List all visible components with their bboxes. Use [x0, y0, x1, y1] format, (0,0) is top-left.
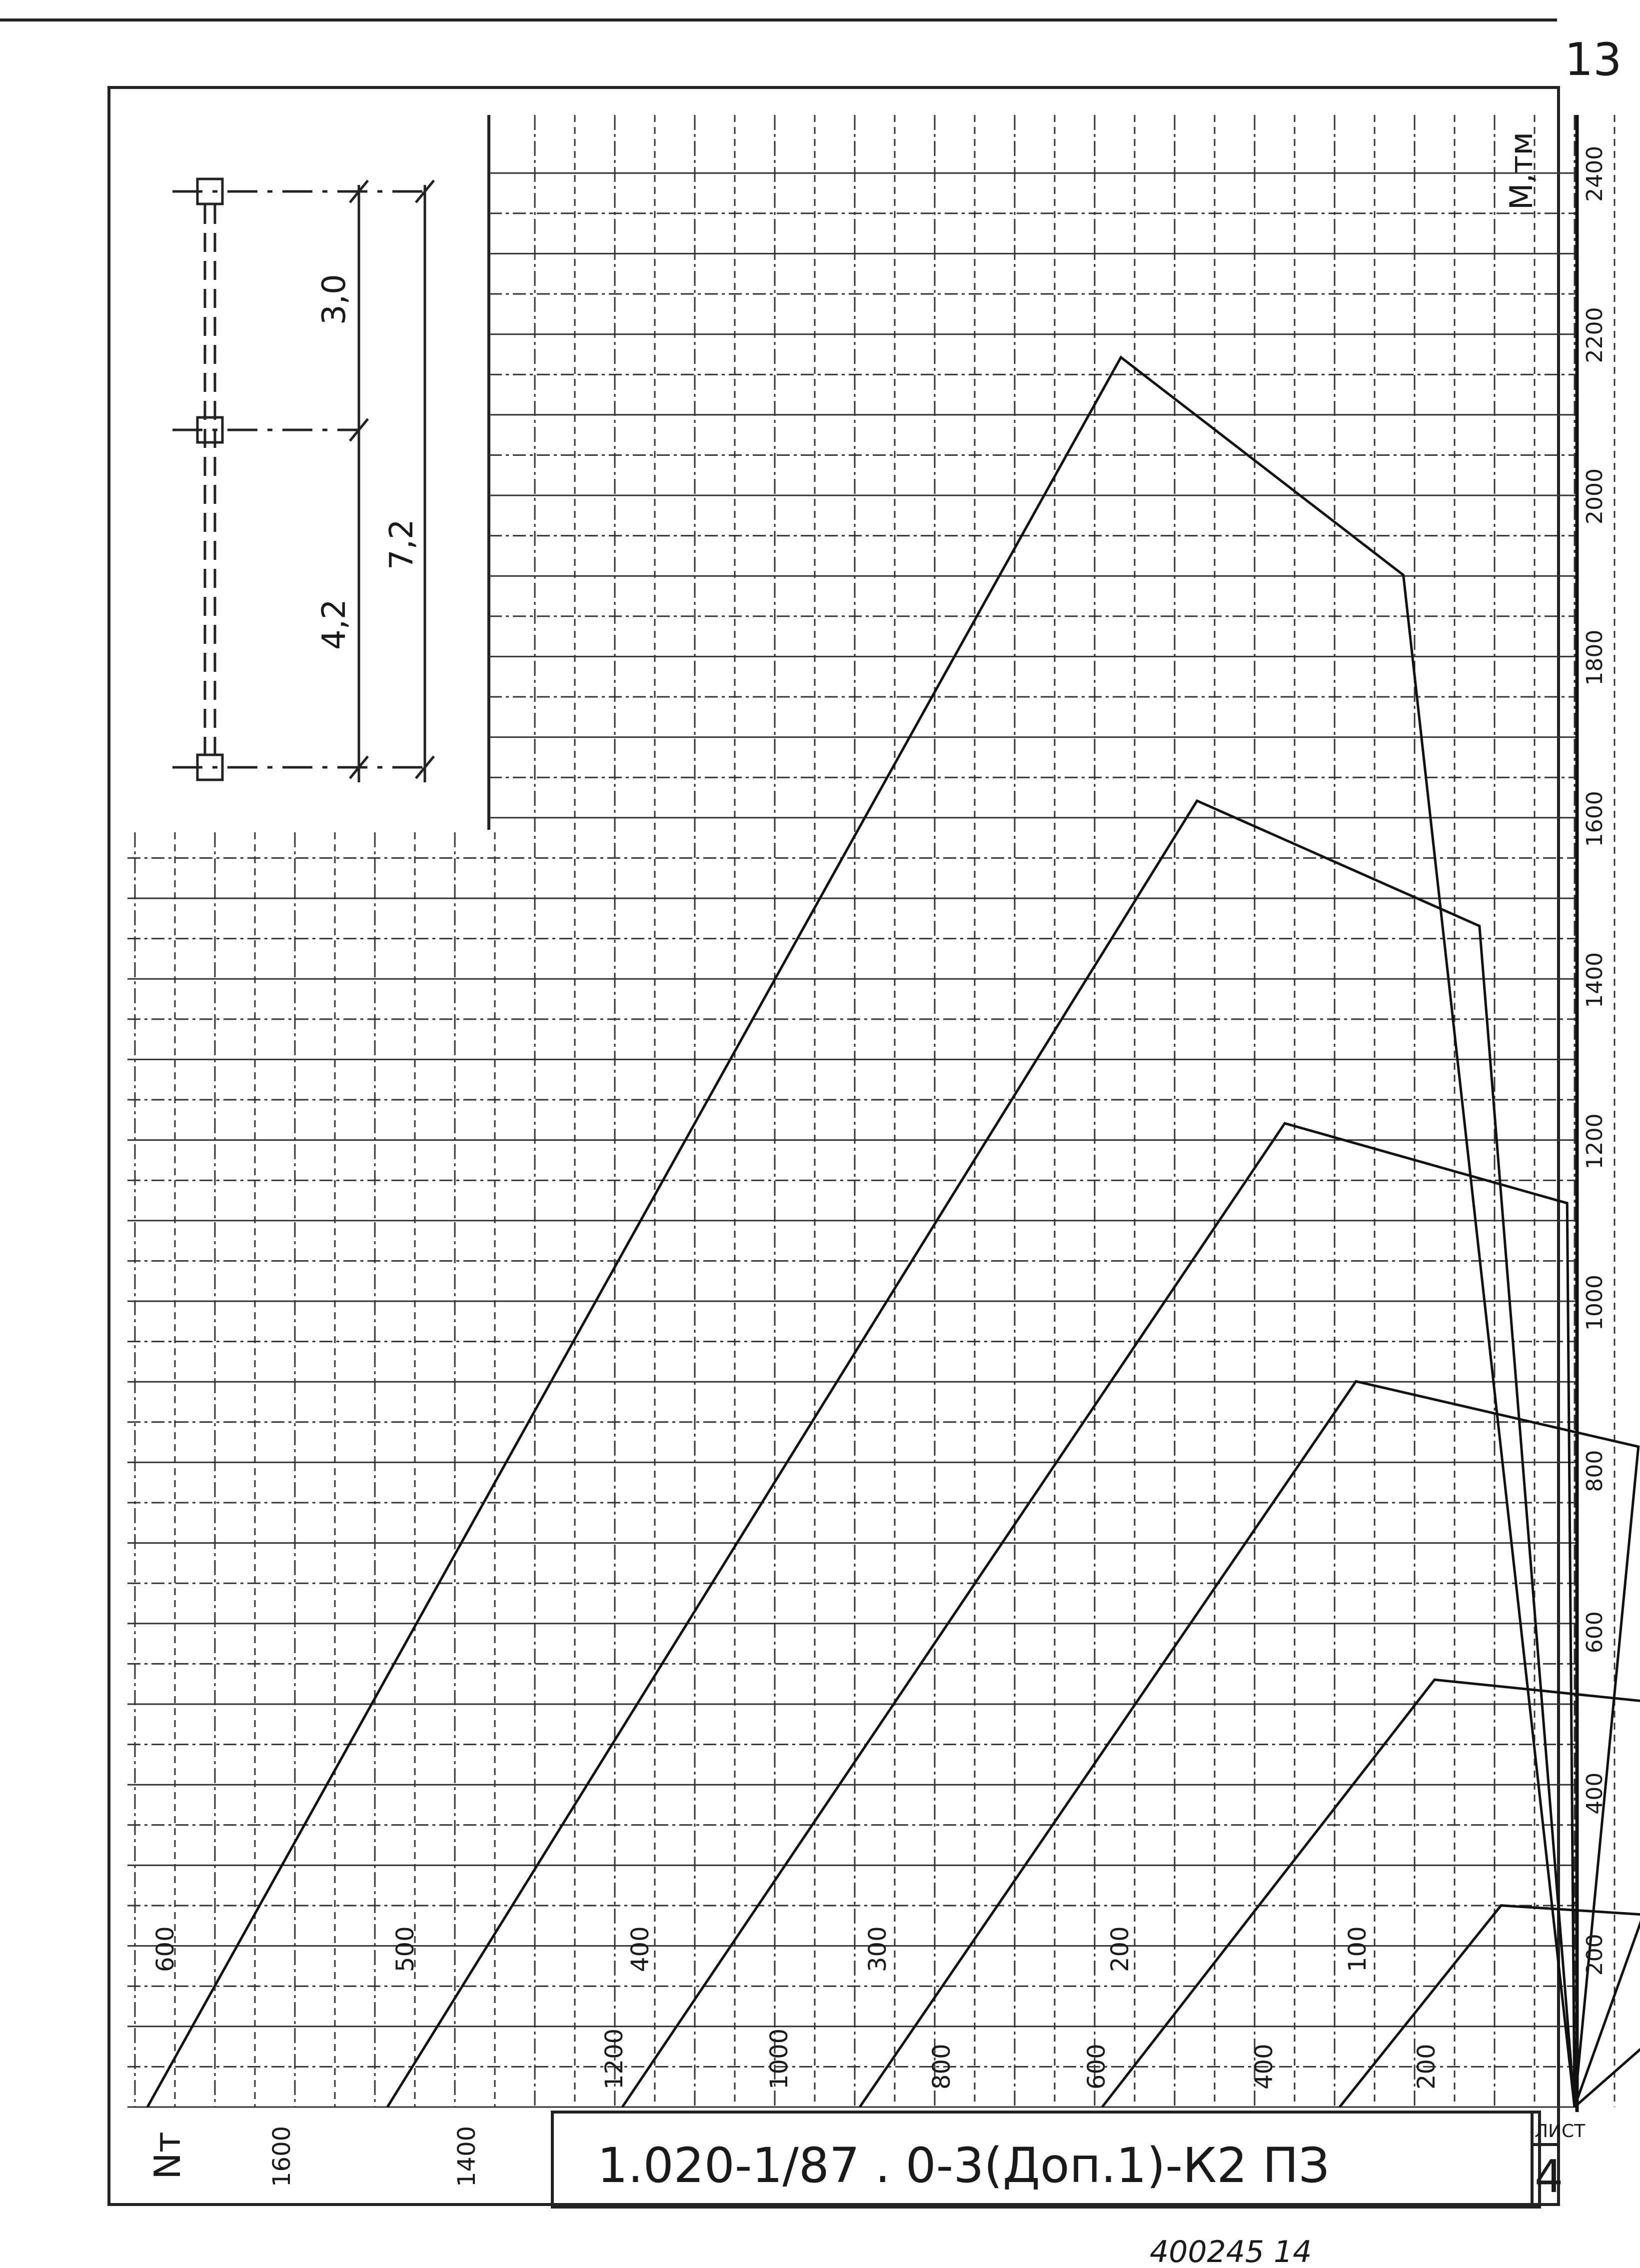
curve-label-500: 500	[391, 1926, 419, 1972]
m-axis-tick-label: 1600	[1582, 791, 1608, 847]
curve-label-200: 200	[1106, 1926, 1134, 1972]
chart-grid	[127, 115, 1616, 2108]
span-label-upper: 3,0	[316, 274, 353, 325]
tick-top-outer	[415, 179, 435, 203]
tick-bot-inner	[349, 755, 369, 779]
n-axis-title: Nт	[146, 2132, 188, 2180]
sheet-label: ЛИСТ	[1535, 2121, 1586, 2142]
m-axis-title: M,тм	[1503, 132, 1540, 210]
curve-400	[621, 1122, 1576, 2108]
n-axis-tick-label: 800	[928, 2044, 956, 2090]
tick-top-inner	[349, 179, 369, 203]
n-axis-tick-label: 1200	[600, 2029, 628, 2090]
m-axis-tick-label: 1000	[1582, 1275, 1608, 1331]
curve-label-400: 400	[626, 1926, 654, 1972]
title-block	[551, 2111, 1560, 2209]
sheet-number: 4	[1535, 2151, 1563, 2203]
n-axis-tick-label: 1600	[268, 2126, 296, 2187]
tick-bot-outer	[415, 755, 435, 779]
curve-200	[1101, 1678, 1640, 2108]
curve-label-600: 600	[151, 1926, 179, 1972]
m-axis-tick-label: 600	[1582, 1611, 1608, 1653]
curve-label-300: 300	[864, 1926, 892, 1972]
bottom-note: 400245 14	[1150, 2235, 1312, 2268]
m-axis-tick-labels: 200 400 600 800 1000 1200 1400 1600 1800 2000 2200…	[1582, 146, 1608, 1976]
n-axis-tick-labels: 1600 1400 1200 1000 800 600 400 200	[268, 2029, 1441, 2187]
page-number: 13	[1565, 33, 1622, 86]
n-axis-tick-label: 200	[1413, 2044, 1441, 2090]
m-axis-tick-label: 2000	[1582, 468, 1608, 524]
m-axis-tick-label: 400	[1582, 1773, 1608, 1815]
outer-frame	[107, 86, 1560, 2206]
n-axis-tick-label: 400	[1250, 2044, 1278, 2090]
n-axis-tick-label: 1400	[453, 2126, 481, 2187]
m-axis-tick-label: 200	[1582, 1934, 1608, 1976]
curve-600	[146, 355, 1576, 2108]
n-axis-tick-label: 600	[1083, 2044, 1111, 2090]
m-axis-tick-label: 1200	[1582, 1113, 1608, 1169]
m-axis-tick-label: 2400	[1582, 146, 1608, 202]
span-label-lower: 4,2	[316, 599, 353, 650]
m-axis-tick-label: 1400	[1582, 952, 1608, 1008]
m-axis-tick-label: 1800	[1582, 630, 1608, 686]
stamp-code: 1.020-1/87 . 0-3(Доп.1)-К2 ПЗ	[597, 2138, 1330, 2194]
curve-label-100: 100	[1344, 1926, 1372, 1972]
interaction-curves	[146, 355, 1640, 2108]
column-scheme	[172, 177, 435, 782]
m-axis-tick-label: 800	[1582, 1450, 1608, 1492]
m-axis-tick-label: 2200	[1582, 307, 1608, 363]
span-label-total: 7,2	[383, 519, 420, 570]
curve-labels: 600 500 400 300 200 100	[151, 1926, 1372, 1972]
curve-300	[858, 1380, 1640, 2108]
stamp-box	[551, 2111, 1541, 2209]
curve-100	[1339, 1904, 1640, 2108]
n-axis-tick-label: 1000	[765, 2029, 793, 2090]
curve-500	[386, 799, 1576, 2108]
tick-mid-inner	[349, 418, 369, 442]
